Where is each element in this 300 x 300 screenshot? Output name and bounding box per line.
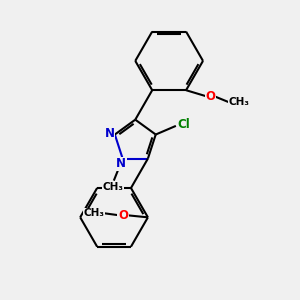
Text: CH₃: CH₃	[228, 97, 249, 107]
Text: O: O	[118, 209, 128, 222]
Text: CH₃: CH₃	[103, 182, 124, 192]
Text: N: N	[116, 158, 126, 170]
Text: N: N	[104, 128, 115, 140]
Text: CH₃: CH₃	[83, 208, 104, 218]
Text: O: O	[205, 90, 215, 103]
Text: Cl: Cl	[178, 118, 190, 131]
